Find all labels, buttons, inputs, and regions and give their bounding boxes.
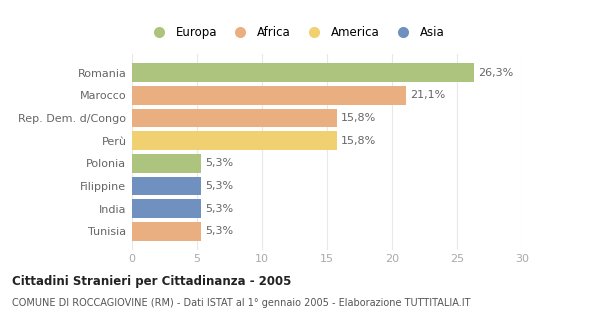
Text: 5,3%: 5,3%: [205, 204, 233, 214]
Bar: [132, 177, 201, 195]
Text: 15,8%: 15,8%: [341, 136, 377, 146]
Text: 21,1%: 21,1%: [410, 90, 445, 100]
Text: 26,3%: 26,3%: [478, 68, 513, 77]
Text: 15,8%: 15,8%: [341, 113, 377, 123]
Bar: [132, 222, 201, 241]
Text: Cittadini Stranieri per Cittadinanza - 2005: Cittadini Stranieri per Cittadinanza - 2…: [12, 275, 292, 288]
Bar: [132, 109, 337, 127]
Bar: [132, 131, 337, 150]
Text: 5,3%: 5,3%: [205, 181, 233, 191]
Bar: [132, 86, 406, 105]
Text: COMUNE DI ROCCAGIOVINE (RM) - Dati ISTAT al 1° gennaio 2005 - Elaborazione TUTTI: COMUNE DI ROCCAGIOVINE (RM) - Dati ISTAT…: [12, 298, 470, 308]
Text: 5,3%: 5,3%: [205, 158, 233, 168]
Bar: [132, 199, 201, 218]
Text: 5,3%: 5,3%: [205, 227, 233, 236]
Legend: Europa, Africa, America, Asia: Europa, Africa, America, Asia: [142, 21, 449, 44]
Bar: [132, 63, 474, 82]
Bar: [132, 154, 201, 173]
